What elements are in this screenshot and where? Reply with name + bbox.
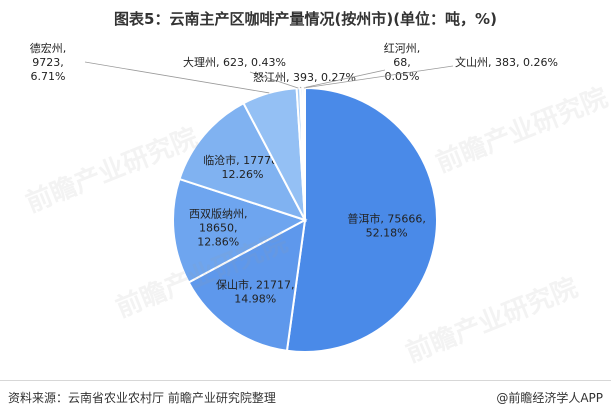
pie-slice-2 [187, 218, 307, 352]
slice-label-9: 文山州, 383, 0.26% [455, 55, 558, 69]
leader-line-7 [299, 86, 302, 89]
pie-chart: 普洱市, 75666, 52.18% 保山市, 21717, 14.98% 西双版纳州,… [30, 41, 558, 353]
slice-label-5: 德宏州, 9723, 6.71% [30, 41, 67, 83]
slice-label-3: 西双版纳州, 18650, 12.86% [189, 207, 248, 249]
slice-label-2: 保山市, 21717, 14.98% [216, 278, 294, 306]
slice-label-4: 临沧市, 17778, 12.26% [203, 153, 281, 181]
slice-label-1: 普洱市, 75666, 52.18% [347, 212, 425, 240]
brand-credit: @前瞻经济学人APP [496, 391, 603, 405]
pie-slice-1 [285, 86, 439, 353]
pie-slice-3 [172, 177, 308, 284]
slice-label-8: 红河州, 68, 0.05% [384, 42, 421, 83]
leader-line-5 [84, 61, 270, 94]
leader-line-9 [303, 65, 454, 89]
pie-slice-4 [178, 101, 308, 222]
source-note: 资料来源：云南省农业农村厅 前瞻产业研究院整理 [8, 391, 276, 405]
slice-label-7: 怒江州, 393, 0.27% [253, 70, 356, 84]
slice-label-6: 大理州, 623, 0.43% [183, 55, 286, 69]
chart-title: 图表5：云南主产区咖啡产量情况(按州市)(单位：吨，%) [114, 10, 497, 28]
footer: 资料来源：云南省农业农村厅 前瞻产业研究院整理 @前瞻经济学人APP [0, 380, 611, 417]
leader-line-6 [249, 71, 299, 89]
leader-line-8 [302, 69, 386, 89]
